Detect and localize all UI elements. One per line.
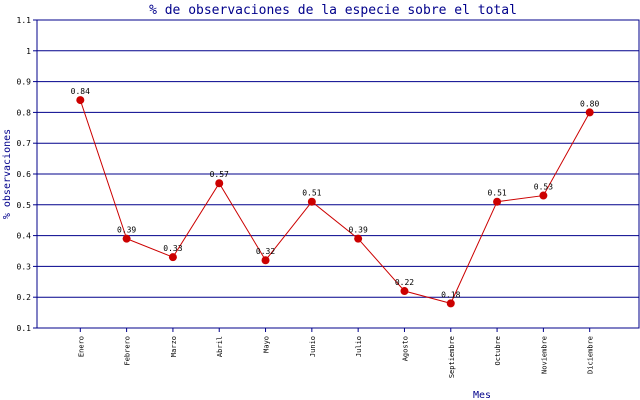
data-point bbox=[354, 234, 363, 243]
data-point bbox=[76, 96, 85, 105]
y-tick-label: 0.1 bbox=[17, 324, 32, 333]
data-label: 0.84 bbox=[71, 87, 90, 96]
x-tick-label: Diciembre bbox=[587, 336, 595, 374]
y-tick-label: 0.6 bbox=[17, 170, 32, 179]
data-point bbox=[261, 256, 270, 265]
data-label: 0.51 bbox=[487, 189, 506, 198]
x-tick-label: Julio bbox=[355, 336, 363, 357]
data-label: 0.80 bbox=[580, 99, 599, 108]
data-label-layer: 0.84 0.39 0.33 0.57 0.32 0.51 0.39 0.22 0.18 0.51… bbox=[71, 87, 600, 299]
y-tick-label: 0.3 bbox=[17, 262, 32, 271]
x-tick-label: Marzo bbox=[170, 336, 178, 357]
data-label: 0.32 bbox=[256, 247, 275, 256]
data-label: 0.53 bbox=[534, 183, 553, 192]
x-tick-label: Abril bbox=[216, 336, 224, 357]
data-point bbox=[400, 287, 409, 296]
y-tick-label: 0.2 bbox=[17, 293, 32, 302]
y-tick-label: 0.9 bbox=[17, 78, 32, 87]
y-tick-label: 0.8 bbox=[17, 108, 32, 117]
y-tick-label: 1 bbox=[26, 47, 31, 56]
x-tick-label: Mayo bbox=[263, 336, 271, 353]
data-point bbox=[585, 108, 594, 117]
x-tick-label: Octubre bbox=[494, 336, 502, 366]
data-label: 0.39 bbox=[117, 226, 136, 235]
data-point bbox=[493, 197, 502, 206]
data-point bbox=[122, 234, 131, 243]
series-line bbox=[79, 99, 591, 304]
x-tick-label: Septiembre bbox=[448, 336, 456, 378]
grid-layer bbox=[37, 19, 639, 329]
marker-layer bbox=[76, 96, 594, 308]
data-point bbox=[307, 197, 316, 206]
x-tick-label: Enero bbox=[77, 336, 85, 357]
x-axis-label: Mes bbox=[473, 390, 491, 400]
data-point bbox=[539, 191, 548, 200]
data-label: 0.39 bbox=[349, 226, 368, 235]
chart-title: % de observaciones de la especie sobre e… bbox=[149, 3, 517, 18]
data-label: 0.51 bbox=[302, 189, 321, 198]
series-layer bbox=[79, 99, 591, 304]
y-tick-label: 0.7 bbox=[17, 139, 32, 148]
y-tick-label: 1.1 bbox=[17, 16, 32, 25]
y-axis-label: % observaciones bbox=[2, 129, 13, 219]
data-point bbox=[446, 299, 455, 308]
y-tick-label: 0.4 bbox=[17, 232, 32, 241]
data-label: 0.22 bbox=[395, 278, 414, 287]
data-point bbox=[168, 253, 177, 262]
data-point bbox=[215, 179, 224, 188]
x-tick-label: Noviembre bbox=[540, 336, 548, 374]
x-tick-label: Febrero bbox=[124, 336, 132, 366]
data-label: 0.57 bbox=[210, 170, 229, 179]
x-tick-label: Junio bbox=[309, 336, 317, 357]
data-label: 0.33 bbox=[163, 244, 182, 253]
y-axis-ticks: 0.1 0.2 0.3 0.4 0.5 0.6 0.7 0.8 0.9 1 1.1 bbox=[17, 16, 37, 333]
x-tick-label: Agosto bbox=[401, 336, 409, 361]
x-axis-ticks: Enero Febrero Marzo Abril Mayo Junio Julio Agos… bbox=[77, 328, 595, 378]
y-tick-label: 0.5 bbox=[17, 201, 32, 210]
data-label: 0.18 bbox=[441, 290, 460, 299]
